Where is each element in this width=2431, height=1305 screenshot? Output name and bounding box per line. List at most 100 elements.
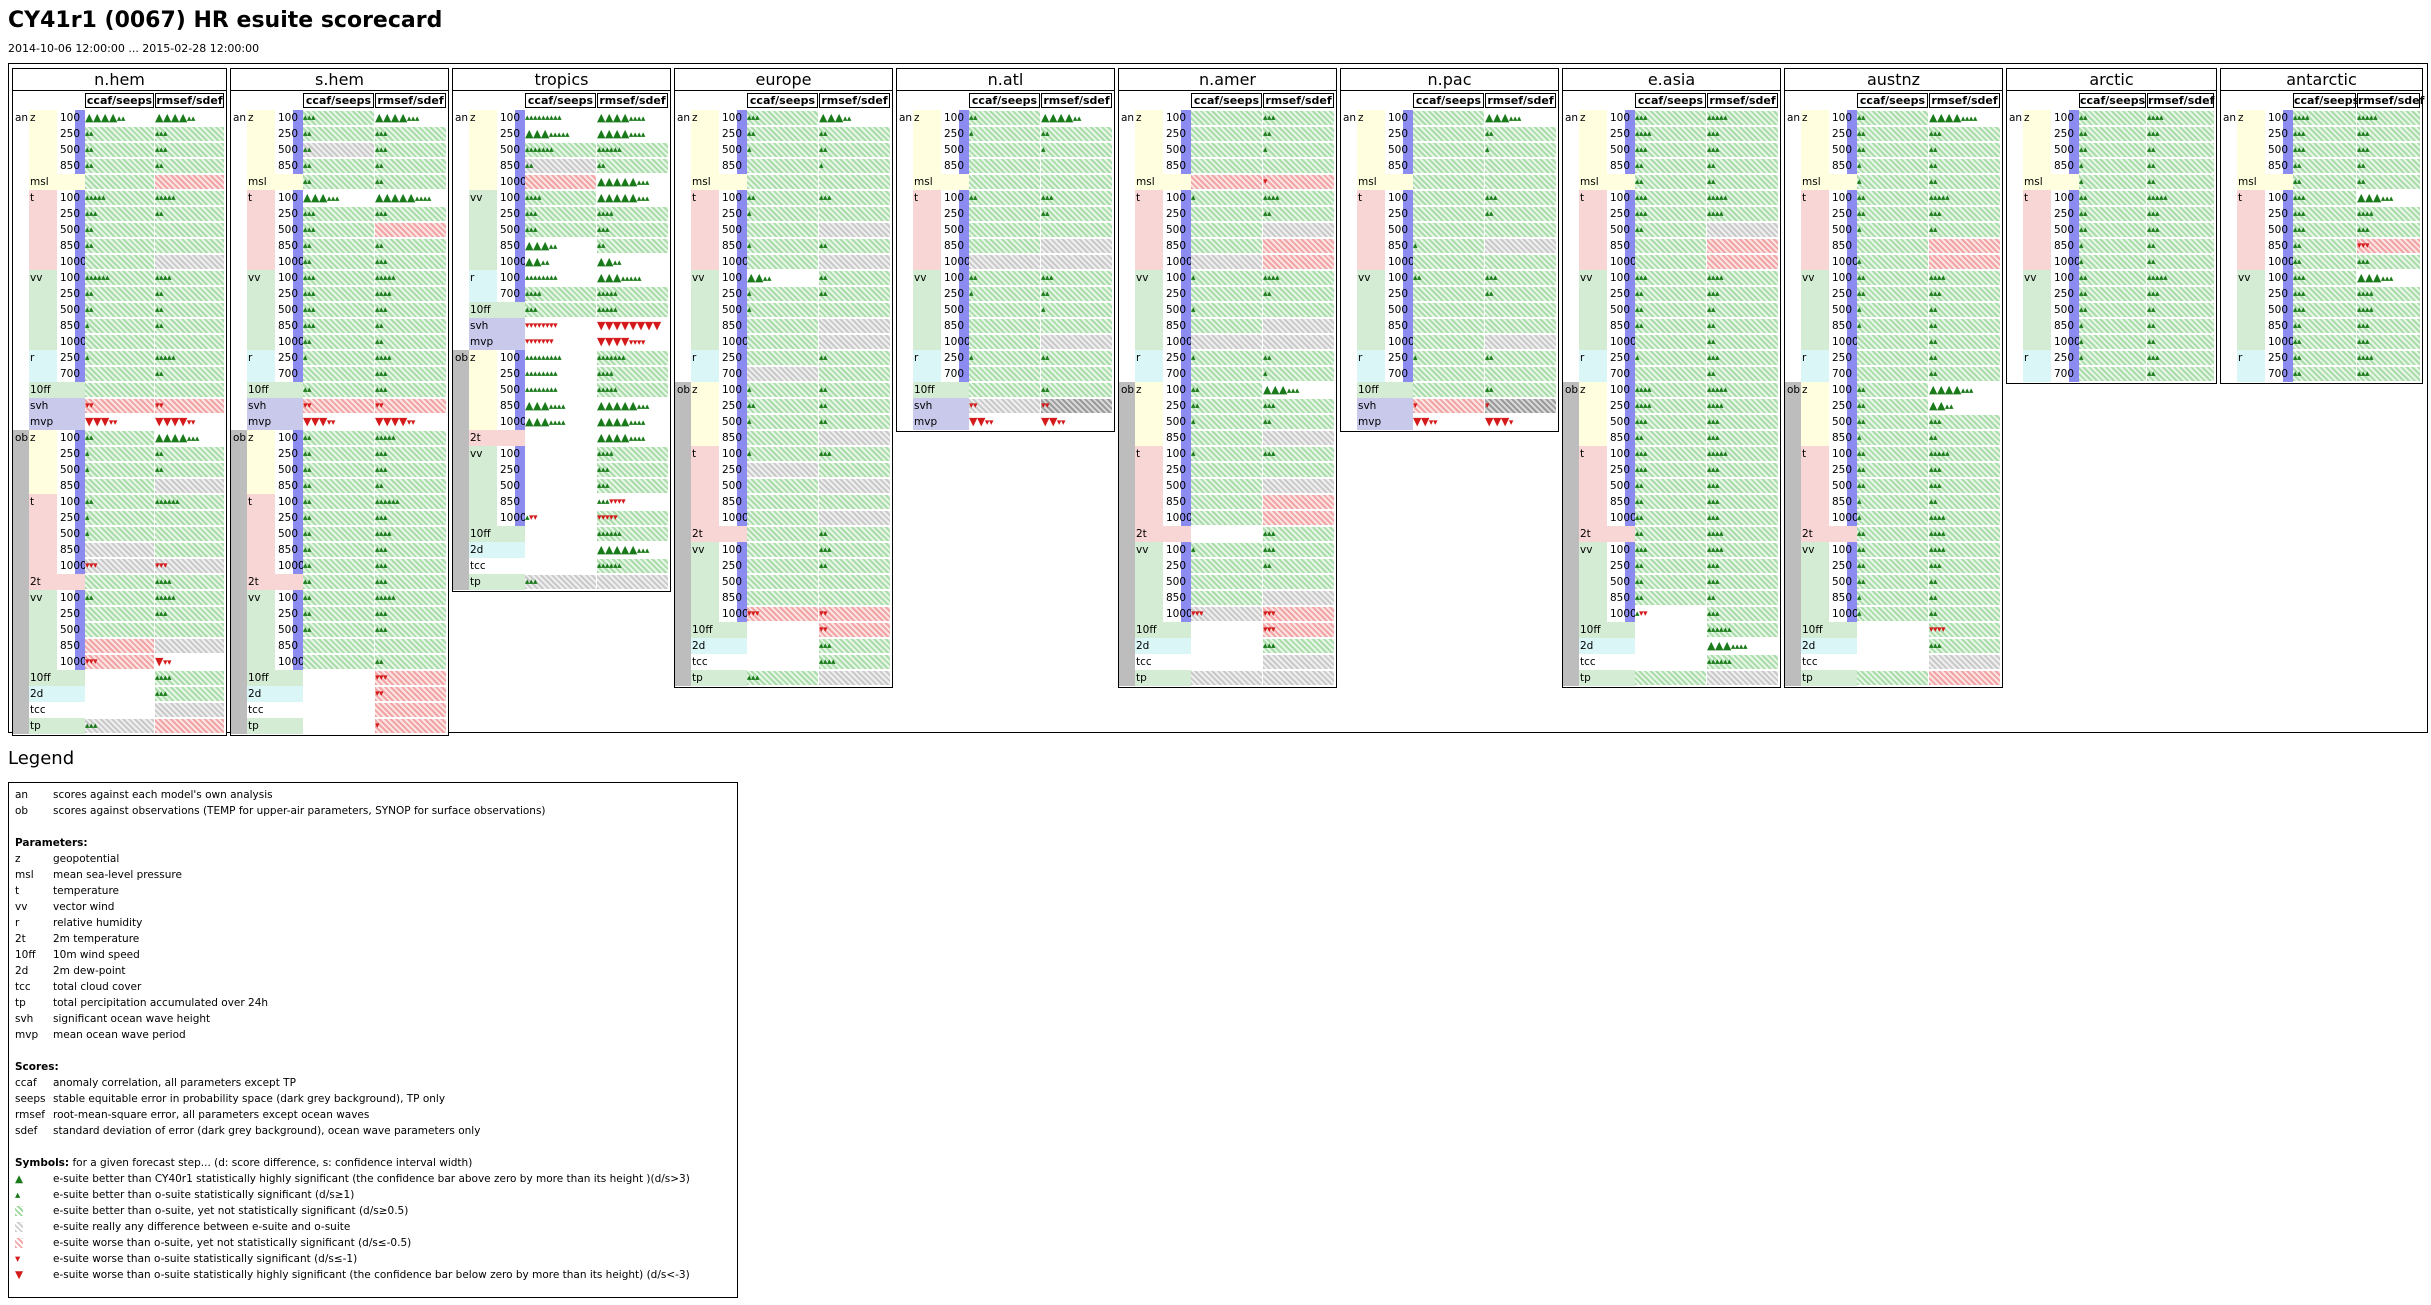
group-cell — [231, 670, 247, 686]
rmsef-sdef-cell: ▴▴ — [1263, 287, 1334, 301]
group-cell — [453, 526, 469, 542]
level-label: 850 — [1607, 238, 1635, 254]
score-row: 500 — [675, 574, 894, 590]
parameter-label — [29, 542, 57, 558]
level-label: 850 — [1607, 318, 1635, 334]
ccaf-seeps-cell: ▴▴▴▴▴▴▴▴ — [525, 367, 596, 381]
score-row: 500 ▴ — [897, 142, 1116, 158]
ccaf-seeps-cell: ▼▼▼▾▾ — [303, 415, 374, 429]
rmsef-sdef-cell: ▴▴ — [2147, 239, 2214, 253]
rmsef-sdef-cell: ▴▴ — [155, 367, 224, 381]
score-row: tcc — [1119, 654, 1338, 670]
level-label: 250 — [941, 350, 969, 366]
ccaf-seeps-cell: ▴ — [1857, 159, 1928, 173]
group-cell — [1119, 318, 1135, 334]
parameter-label — [247, 126, 275, 142]
level-label: 250 — [497, 366, 525, 382]
score-row: mvp ▼▼▼▾▾ ▼▼▼▼▾▾ — [231, 414, 450, 430]
rmsef-sdef-cell: ▴▴▴▴▴ — [155, 351, 224, 365]
score-row: 1000 — [1341, 254, 1560, 270]
legend-symbol-item: e-suite worse than o-suite, yet not stat… — [15, 1235, 731, 1251]
parameter-label — [29, 318, 57, 334]
hatch-swatch-icon — [15, 1219, 53, 1235]
parameter-label — [913, 366, 941, 382]
rmsef-sdef-cell: ▴▴ — [155, 287, 224, 301]
group-cell — [1119, 478, 1135, 494]
parameter-label — [1357, 238, 1385, 254]
parameter-label — [469, 494, 497, 510]
rmsef-sdef-cell: ▴▴ — [819, 287, 890, 301]
rmsef-sdef-cell — [1263, 335, 1334, 349]
ccaf-seeps-cell — [1857, 239, 1928, 253]
legend-key: t — [15, 885, 20, 897]
parameter-label: vv — [691, 270, 719, 286]
parameter-label — [247, 334, 275, 350]
group-cell — [675, 190, 691, 206]
ccaf-seeps-cell: ▴▴ — [1413, 271, 1484, 285]
group-cell — [675, 238, 691, 254]
ccaf-seeps-cell — [1413, 367, 1484, 381]
parameter-label — [2023, 142, 2051, 158]
group-cell — [1563, 366, 1579, 382]
group-cell — [231, 574, 247, 590]
rmsef-sdef-cell: ▲▲▲▲▴▴▴ — [1929, 383, 2000, 397]
rmsef-sdef-cell — [819, 431, 890, 445]
rmsef-sdef-cell: ▴▴▴▴▴▴ — [597, 527, 668, 541]
score-row: svh ▾▾▾▾▾▾▾▾ ▼▼▼▼▼▼▼▼ — [453, 318, 672, 334]
score-row: 850 — [1119, 590, 1338, 606]
rmsef-sdef-cell: ▴▴ — [155, 207, 224, 221]
ccaf-seeps-cell: ▴▴ — [2079, 191, 2146, 205]
parameter-label — [1801, 286, 1829, 302]
level-label: 1000 — [275, 558, 305, 574]
ccaf-seeps-cell: ▴ — [1857, 495, 1928, 509]
group-cell — [897, 318, 913, 334]
ccaf-seeps-cell: ▴ — [1413, 351, 1484, 365]
level-label: 500 — [1607, 142, 1635, 158]
rmsef-sdef-cell: ▼▼▼▼▾▾▾▾ — [597, 335, 668, 349]
group-label: an — [1121, 112, 1135, 124]
group-cell — [231, 382, 247, 398]
ccaf-seeps-cell — [303, 703, 374, 717]
level-label: 500 — [719, 574, 747, 590]
ccaf-seeps-cell: ▴▴ — [303, 607, 374, 621]
score-row: 850 ▴▴ ▴▴ — [13, 158, 228, 174]
level-label: 250 — [57, 206, 85, 222]
level-label: 700 — [497, 286, 525, 302]
parameter-label: 2d — [469, 542, 497, 558]
group-cell: an — [2221, 110, 2237, 126]
score-row: 1000 ▴ ▴▴ — [2007, 334, 2218, 350]
rmsef-sdef-cell: ▴▴▴ — [1929, 287, 2000, 301]
rmsef-sdef-cell: ▾ — [375, 719, 446, 733]
group-cell — [1563, 398, 1579, 414]
parameter-label — [2023, 318, 2051, 334]
parameter-label — [2237, 366, 2265, 382]
group-cell — [13, 158, 29, 174]
rmsef-sdef-cell: ▴▴ — [2147, 367, 2214, 381]
parameter-label — [1135, 590, 1163, 606]
rmsef-sdef-cell: ▴▴▴ — [1263, 543, 1334, 557]
rmsef-sdef-cell: ▴▴ — [1929, 431, 2000, 445]
rmsef-sdef-cell — [1707, 239, 1778, 253]
ccaf-seeps-cell: ▴ — [2079, 239, 2146, 253]
level-label: 100 — [1829, 446, 1857, 462]
rmsef-sdef-cell: ▲▲▲▲▴▴ — [155, 111, 224, 125]
legend-key: msl — [15, 869, 34, 881]
group-cell — [1563, 174, 1579, 190]
group-cell — [1563, 526, 1579, 542]
group-cell — [453, 510, 469, 526]
ccaf-seeps-cell — [85, 255, 154, 269]
ccaf-seeps-cell: ▴▴ — [1857, 479, 1928, 493]
ccaf-seeps-cell — [1191, 575, 1262, 589]
level-label: 500 — [1163, 142, 1191, 158]
ccaf-seeps-cell: ▴▴ — [1635, 575, 1706, 589]
score-row: 500▴▴▴ — [231, 222, 450, 238]
parameter-label — [1801, 366, 1829, 382]
group-cell — [231, 158, 247, 174]
level-label: 250 — [497, 126, 525, 142]
rmsef-sdef-cell: ▴▴▴ — [2147, 207, 2214, 221]
parameter-label: msl — [1801, 174, 1829, 190]
parameter-label: vv — [1357, 270, 1385, 286]
level-label: 100 — [1163, 542, 1191, 558]
legend-parameter-item: r relative humidity — [15, 915, 731, 931]
rmsef-sdef-cell: ▾▾▾ — [2357, 239, 2420, 253]
